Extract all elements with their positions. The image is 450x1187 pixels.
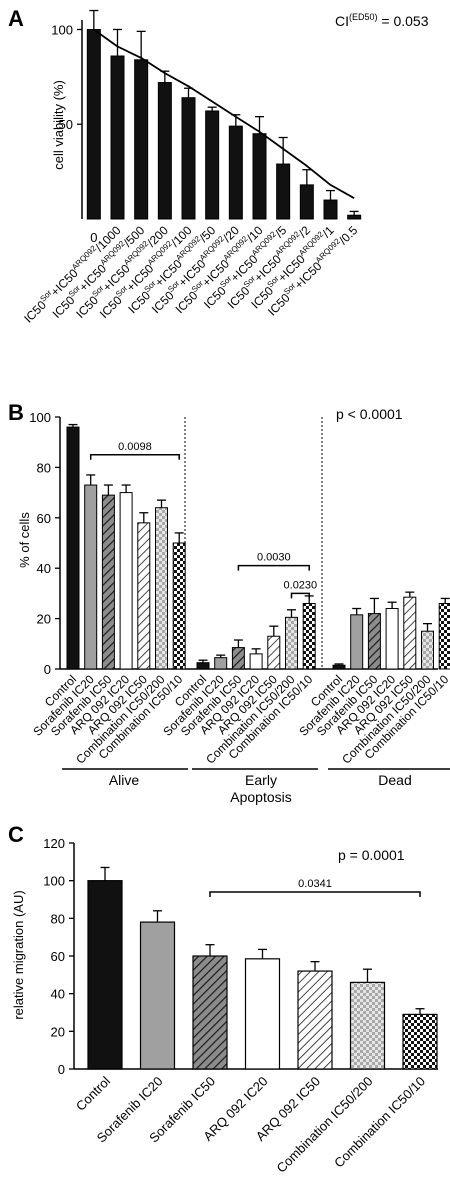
panel-c-bar-2 bbox=[192, 955, 228, 1070]
panel-b-bar-g2-0 bbox=[332, 664, 346, 670]
panel-b-ytick-label-0: 0 bbox=[44, 662, 51, 677]
panel-c-ytick-label-4: 80 bbox=[51, 911, 65, 926]
panel-a-letter: A bbox=[8, 6, 24, 31]
panel-a-category-labels: 0IC50Sor+IC50ARQ092/1000IC50Sor+IC50ARQ0… bbox=[21, 223, 360, 326]
panel-a-axes: 50 100 bbox=[51, 20, 83, 219]
panel-a-bar-1 bbox=[110, 55, 125, 220]
panel-b-letter: B bbox=[8, 400, 24, 425]
panel-b-bar-g1-1 bbox=[214, 657, 228, 670]
panel-b-ytick-label-4: 80 bbox=[37, 460, 51, 475]
panel-b-bar-g0-3 bbox=[119, 492, 133, 670]
panel-b-significance-bracket-2 bbox=[290, 592, 310, 599]
panel-b-bar-g2-4 bbox=[403, 596, 417, 670]
panel-b-group-dead: Dead bbox=[378, 772, 411, 788]
panel-b-group-labels: Alive Early Apoptosis Dead bbox=[109, 772, 412, 805]
panel-b-group-alive: Alive bbox=[109, 772, 140, 788]
panel-c-ytick-label-2: 40 bbox=[51, 987, 65, 1002]
panel-b-significance-label-2: 0.0230 bbox=[284, 579, 318, 591]
panel-c-ytick-label-0: 0 bbox=[58, 1062, 65, 1077]
panel-c-bars: 0.0341 bbox=[87, 866, 438, 1070]
panel-b-bar-g1-5 bbox=[285, 616, 298, 670]
panel-c-bar-5 bbox=[349, 981, 386, 1070]
panel-a-bar-6 bbox=[228, 125, 243, 220]
panel-a-bar-8 bbox=[276, 163, 291, 220]
panel-a-category-label-0: 0 bbox=[90, 230, 97, 245]
panel-a-ytick-label-1: 100 bbox=[51, 22, 73, 37]
panel-b-bar-g0-5 bbox=[155, 507, 168, 670]
panel-c-bar-0 bbox=[87, 880, 123, 1070]
panel-a-ci-main: CI bbox=[335, 13, 349, 29]
panel-b: B p < 0.0001 % of cells 0 20 40 60 80 100 0.0… bbox=[8, 400, 450, 805]
panel-c-category-label-0: Control bbox=[73, 1073, 113, 1113]
panel-a-ci-value: = 0.053 bbox=[378, 13, 429, 29]
panel-a-ylabel: cell viability (%) bbox=[51, 80, 66, 170]
panel-c: C p = 0.0001 relative migration (AU) 0 20… bbox=[8, 822, 438, 1176]
panel-a: A CI(ED50) = 0.053 cell viability (%) 50… bbox=[8, 6, 429, 326]
panel-b-bar-g1-2 bbox=[231, 647, 245, 670]
panel-b-bar-g2-5 bbox=[421, 630, 434, 670]
panel-a-fit-curve bbox=[93, 28, 355, 199]
panel-b-ylabel: % of cells bbox=[17, 512, 32, 568]
panel-b-ytick-label-5: 100 bbox=[29, 410, 51, 425]
panel-b-bars: 0.0098 0.0030 0.0230 bbox=[66, 423, 450, 670]
panel-b-significance-label-0: 0.0098 bbox=[118, 441, 152, 453]
panel-b-bar-g2-1 bbox=[350, 614, 364, 670]
panel-b-bar-g2-6 bbox=[438, 602, 450, 670]
panel-c-bar-3 bbox=[244, 958, 281, 1070]
panel-b-p-value: p < 0.0001 bbox=[336, 406, 403, 422]
panel-a-bars bbox=[86, 9, 362, 220]
panel-c-category-label-6: Combination IC50/10 bbox=[331, 1074, 428, 1171]
panel-c-ytick-label-6: 120 bbox=[43, 836, 65, 851]
panel-b-ytick-label-3: 60 bbox=[37, 511, 51, 526]
panel-b-significance-label-1: 0.0030 bbox=[257, 552, 291, 564]
panel-a-bar-0 bbox=[86, 28, 101, 220]
panel-b-significance-bracket-0 bbox=[89, 454, 180, 460]
panel-b-bar-g0-0 bbox=[66, 426, 80, 670]
panel-b-bar-g1-4 bbox=[267, 635, 281, 670]
panel-c-ytick-label-3: 60 bbox=[51, 949, 65, 964]
panel-b-bar-g2-3 bbox=[385, 608, 399, 670]
panel-b-bar-g0-1 bbox=[84, 484, 98, 670]
panel-a-ci-sup: (ED50) bbox=[349, 12, 378, 22]
panel-a-bar-2 bbox=[134, 59, 149, 220]
panel-c-significance-bracket bbox=[209, 891, 421, 897]
panel-a-bar-9 bbox=[299, 184, 314, 220]
panel-a-ci-annotation: CI(ED50) = 0.053 bbox=[335, 12, 429, 29]
panel-b-ytick-label-1: 20 bbox=[37, 612, 51, 627]
panel-b-bar-g0-6 bbox=[172, 542, 186, 670]
panel-b-bar-g1-3 bbox=[249, 653, 263, 670]
panel-c-p-value: p = 0.0001 bbox=[338, 847, 405, 863]
panel-c-ytick-label-1: 20 bbox=[51, 1024, 65, 1039]
panel-c-ylabel: relative migration (AU) bbox=[11, 890, 26, 1019]
panel-a-bar-11 bbox=[347, 214, 362, 220]
panel-b-bar-g1-6 bbox=[302, 602, 316, 670]
panel-c-bar-1 bbox=[139, 921, 176, 1070]
panel-b-bar-g0-2 bbox=[101, 494, 115, 670]
panel-b-bar-g0-4 bbox=[137, 522, 151, 670]
panel-a-bar-10 bbox=[323, 199, 338, 220]
panel-c-category-label-5: Combination IC50/200 bbox=[274, 1074, 376, 1176]
panel-b-group-apoptosis: Apoptosis bbox=[230, 789, 291, 805]
panel-b-significance-bracket-1 bbox=[237, 564, 310, 571]
panel-a-ytick-label-0: 50 bbox=[59, 117, 73, 132]
panel-a-bar-4 bbox=[181, 97, 196, 220]
panel-a-bar-5 bbox=[205, 110, 220, 220]
panel-c-bar-6 bbox=[402, 1013, 438, 1070]
panel-b-bar-g2-2 bbox=[367, 613, 381, 670]
panel-b-bar-g1-0 bbox=[196, 662, 210, 670]
panel-c-ytick-label-5: 100 bbox=[43, 874, 65, 889]
panel-a-bar-3 bbox=[157, 82, 172, 220]
panel-c-letter: C bbox=[8, 822, 24, 847]
panel-b-ytick-label-2: 40 bbox=[37, 561, 51, 576]
panel-b-group-early: Early bbox=[245, 772, 277, 788]
panel-c-significance-label: 0.0341 bbox=[298, 878, 332, 890]
panel-c-bar-4 bbox=[297, 970, 333, 1070]
panel-a-bar-7 bbox=[252, 133, 267, 220]
